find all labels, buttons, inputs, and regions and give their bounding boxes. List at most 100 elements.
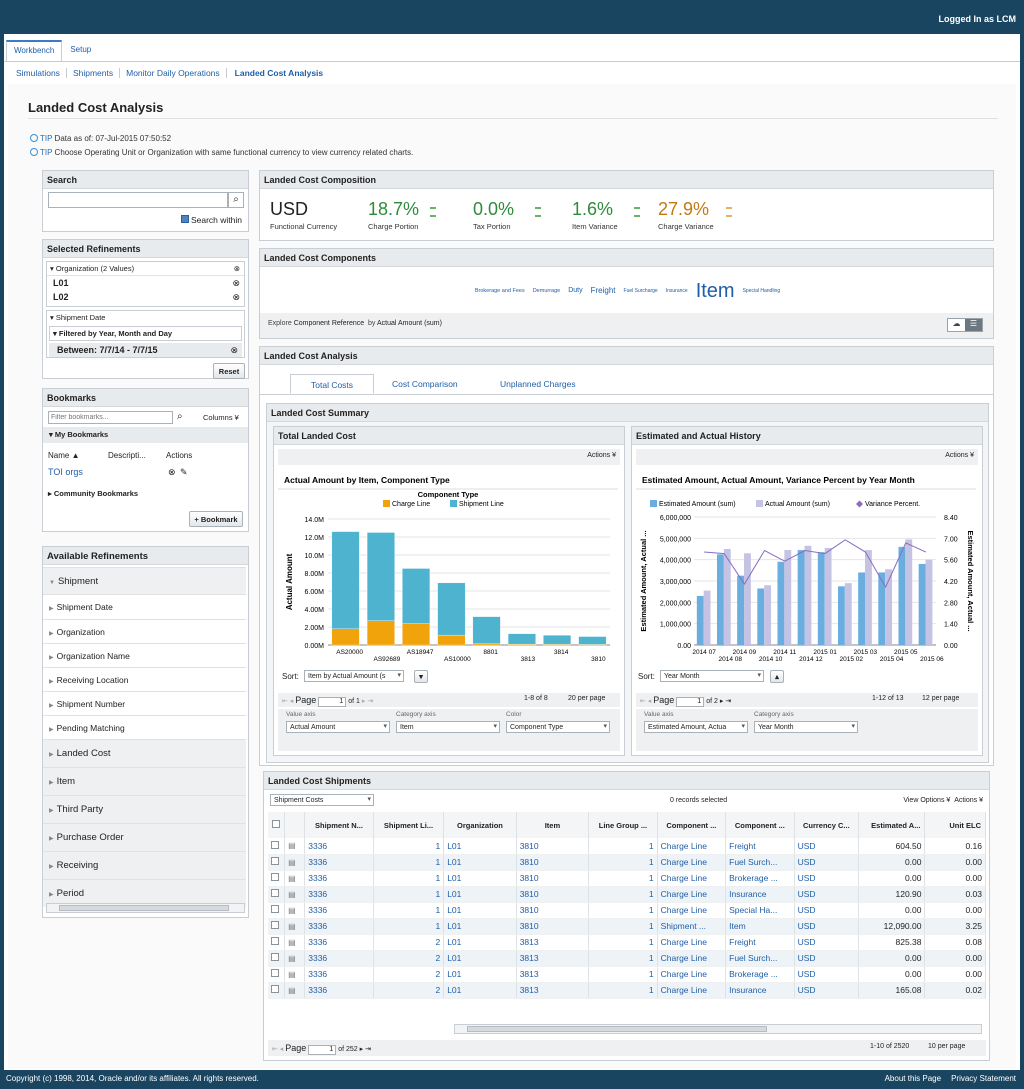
explore-value[interactable]: Component Reference bbox=[293, 320, 365, 327]
row-checkbox[interactable] bbox=[268, 870, 286, 887]
cloud-icon[interactable]: ☁ bbox=[952, 319, 961, 328]
page-input[interactable]: 1 bbox=[676, 697, 705, 707]
column-header[interactable]: Shipment N... bbox=[304, 812, 374, 838]
right-actions[interactable]: Actions ¥ bbox=[636, 449, 978, 465]
per-page[interactable]: 10 per page bbox=[928, 1043, 966, 1050]
table-cell[interactable]: L01 bbox=[443, 838, 517, 855]
component-tag[interactable]: Item bbox=[695, 279, 735, 302]
table-cell[interactable]: 3336 bbox=[304, 870, 374, 887]
my-bookmarks-header[interactable]: ▾ My Bookmarks bbox=[43, 427, 248, 443]
remove-icon[interactable]: ⊗ bbox=[232, 278, 240, 288]
page-input[interactable]: 1 bbox=[318, 697, 347, 707]
checkbox-icon[interactable] bbox=[271, 905, 279, 913]
detail-icon[interactable]: ▤ bbox=[284, 982, 306, 999]
refinement-item[interactable]: ▶ Receiving Location bbox=[43, 667, 246, 691]
table-cell[interactable]: 3813 bbox=[516, 950, 590, 967]
subnav-landed-cost[interactable]: Landed Cost Analysis bbox=[234, 67, 324, 78]
bar[interactable] bbox=[437, 582, 466, 636]
left-sort-select[interactable]: Item by Actual Amount (s bbox=[304, 670, 404, 682]
table-cell[interactable]: USD bbox=[794, 966, 860, 983]
bar[interactable] bbox=[578, 636, 607, 645]
table-row[interactable]: ▤ 3336 2 L01 3813 1 Charge Line Fuel Surch... US… bbox=[268, 950, 986, 967]
view-options-menu[interactable]: View Options bbox=[903, 797, 945, 804]
table-cell[interactable]: Special Ha... bbox=[725, 902, 795, 919]
table-cell[interactable]: Insurance bbox=[725, 886, 795, 903]
table-cell[interactable]: L01 bbox=[443, 886, 517, 903]
add-bookmark-button[interactable]: + Bookmark bbox=[189, 511, 243, 527]
subnav-monitor[interactable]: Monitor Daily Operations bbox=[120, 67, 227, 78]
bar[interactable] bbox=[402, 623, 431, 646]
table-cell[interactable]: USD bbox=[794, 854, 860, 871]
table-cell[interactable]: Charge Line bbox=[657, 950, 727, 967]
table-cell[interactable]: 3336 bbox=[304, 950, 374, 967]
right-sort-select[interactable]: Year Month bbox=[660, 670, 764, 682]
next-page-icon[interactable]: ▸ ⇥ bbox=[719, 698, 732, 705]
bar[interactable] bbox=[366, 620, 395, 646]
checkbox-icon[interactable] bbox=[271, 889, 279, 897]
table-cell[interactable]: 3810 bbox=[516, 918, 590, 935]
row-checkbox[interactable] bbox=[268, 902, 286, 919]
category-axis-select[interactable]: Year Month bbox=[754, 721, 858, 733]
bar[interactable] bbox=[437, 634, 466, 646]
table-scrollbar[interactable] bbox=[454, 1024, 982, 1034]
checkbox-icon[interactable] bbox=[180, 215, 189, 223]
table-cell[interactable]: 3336 bbox=[304, 966, 374, 983]
search-input[interactable] bbox=[48, 192, 228, 208]
table-cell[interactable]: Fuel Surch... bbox=[725, 950, 795, 967]
bar[interactable] bbox=[844, 583, 852, 645]
remove-icon[interactable]: ⊗ bbox=[233, 264, 240, 273]
tab-setup[interactable]: Setup bbox=[70, 45, 92, 54]
table-cell[interactable]: 3336 bbox=[304, 886, 374, 903]
bar[interactable] bbox=[331, 531, 360, 629]
table-cell[interactable]: Charge Line bbox=[657, 902, 727, 919]
per-page[interactable]: 12 per page bbox=[922, 695, 960, 702]
refinement-item[interactable]: ▶ Organization Name bbox=[43, 643, 246, 667]
bar[interactable] bbox=[716, 554, 724, 645]
bar[interactable] bbox=[366, 532, 395, 621]
table-cell[interactable]: 3810 bbox=[516, 854, 590, 871]
subnav-simulations[interactable]: Simulations bbox=[10, 67, 67, 78]
checkbox-icon[interactable] bbox=[271, 985, 279, 993]
bar[interactable] bbox=[898, 546, 906, 645]
table-cell[interactable]: Charge Line bbox=[657, 838, 727, 855]
table-row[interactable]: ▤ 3336 1 L01 3810 1 Charge Line Brokerage ... US… bbox=[268, 870, 986, 887]
bookmark-link[interactable]: TOI orgs bbox=[48, 467, 83, 477]
table-row[interactable]: ▤ 3336 1 L01 3810 1 Shipment ... Item USD 12,090.… bbox=[268, 918, 986, 935]
component-tag[interactable]: Demurrage bbox=[532, 287, 561, 294]
search-within[interactable]: Search within bbox=[180, 215, 242, 225]
refinement-item[interactable]: ▶ Purchase Order bbox=[43, 823, 246, 851]
table-cell[interactable]: USD bbox=[794, 982, 860, 999]
detail-icon[interactable]: ▤ bbox=[284, 838, 306, 855]
checkbox-icon[interactable] bbox=[271, 953, 279, 961]
sort-direction-icon[interactable]: ▾ bbox=[414, 670, 428, 683]
bar[interactable] bbox=[744, 553, 751, 645]
bar[interactable] bbox=[817, 552, 825, 645]
bar[interactable] bbox=[865, 550, 872, 645]
table-row[interactable]: ▤ 3336 1 L01 3810 1 Charge Line Insurance USD 120… bbox=[268, 886, 986, 903]
refinement-item[interactable]: ▶ Period bbox=[43, 879, 246, 907]
table-row[interactable]: ▤ 3336 2 L01 3813 1 Charge Line Brokerage ... US… bbox=[268, 966, 986, 983]
remove-icon[interactable]: ⊗ bbox=[232, 292, 240, 302]
bookmark-filter-input[interactable] bbox=[48, 411, 173, 424]
refinement-item[interactable]: ▶ Receiving bbox=[43, 851, 246, 879]
checkbox-icon[interactable] bbox=[271, 969, 279, 977]
checkbox-icon[interactable] bbox=[272, 820, 281, 828]
table-cell[interactable]: 3336 bbox=[304, 934, 374, 951]
detail-icon[interactable]: ▤ bbox=[284, 966, 306, 983]
delete-icon[interactable]: ⊗ bbox=[168, 467, 176, 477]
checkbox-icon[interactable] bbox=[271, 921, 279, 929]
checkbox-icon[interactable] bbox=[271, 857, 279, 865]
refinement-item[interactable]: ▶ Shipment Number bbox=[43, 691, 246, 715]
row-checkbox[interactable] bbox=[268, 950, 286, 967]
refinement-item[interactable]: ▶ Item bbox=[43, 767, 246, 795]
org-refinement-header[interactable]: ▾ Organization (2 Values) ⊗ bbox=[47, 262, 244, 276]
about-link[interactable]: About this Page bbox=[884, 1074, 942, 1083]
column-header[interactable]: Organization bbox=[443, 812, 517, 838]
color-select[interactable]: Component Type bbox=[506, 721, 610, 733]
bar[interactable] bbox=[402, 568, 431, 624]
column-header[interactable]: Unit ELC bbox=[924, 812, 986, 838]
shipments-actions-menu[interactable]: Actions bbox=[954, 797, 978, 804]
refinement-item[interactable]: ▶ Landed Cost bbox=[43, 739, 246, 767]
column-header[interactable]: Item bbox=[516, 812, 590, 838]
bar[interactable] bbox=[905, 539, 913, 645]
